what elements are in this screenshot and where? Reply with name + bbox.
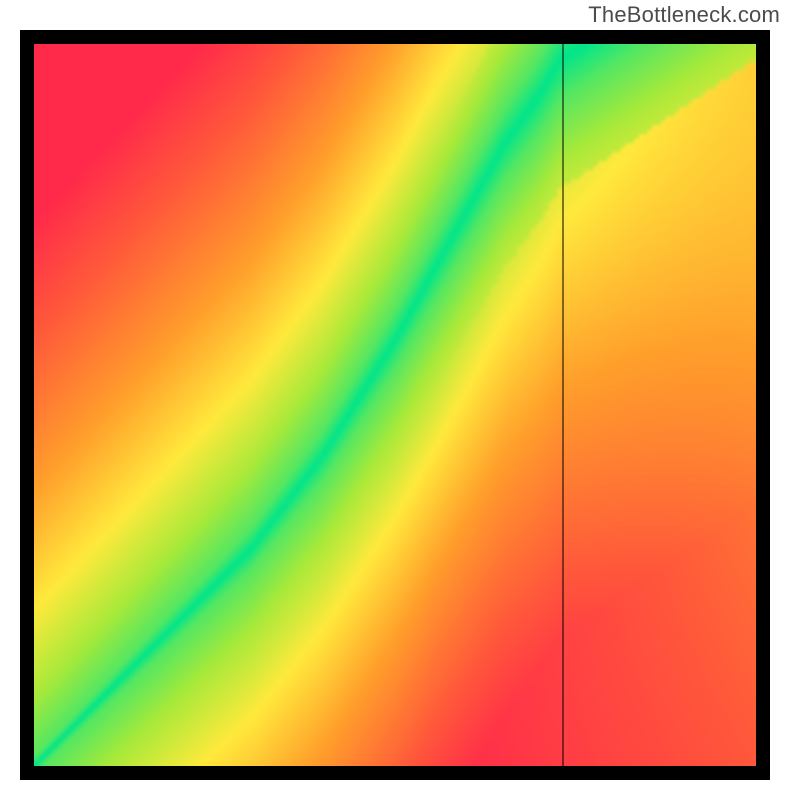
heatmap-canvas [34, 44, 756, 766]
chart-container: TheBottleneck.com [0, 0, 800, 800]
watermark-text: TheBottleneck.com [588, 2, 780, 28]
marker-dot [558, 33, 568, 43]
marker-vertical-line [562, 44, 563, 766]
plot-area [20, 30, 770, 780]
